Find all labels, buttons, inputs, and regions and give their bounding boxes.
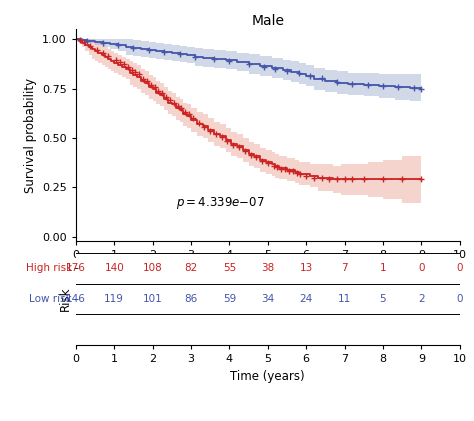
Text: 34: 34 — [261, 294, 274, 304]
Title: Male: Male — [251, 14, 284, 28]
Text: 176: 176 — [66, 263, 86, 273]
Text: 101: 101 — [143, 294, 163, 304]
Text: 119: 119 — [104, 294, 124, 304]
Text: 146: 146 — [66, 294, 86, 304]
Text: 0: 0 — [456, 263, 463, 273]
Text: 11: 11 — [338, 294, 351, 304]
Text: 24: 24 — [300, 294, 313, 304]
Text: 108: 108 — [143, 263, 163, 273]
Text: –: – — [73, 294, 78, 304]
Text: $p = 4.339e\mathit{-}07$: $p = 4.339e\mathit{-}07$ — [176, 195, 264, 210]
Text: –: – — [73, 263, 78, 273]
Text: 0: 0 — [418, 263, 425, 273]
Text: 59: 59 — [223, 294, 236, 304]
Text: 7: 7 — [341, 263, 348, 273]
Text: 55: 55 — [223, 263, 236, 273]
Text: 82: 82 — [184, 263, 198, 273]
Text: 38: 38 — [261, 263, 274, 273]
Y-axis label: Survival probability: Survival probability — [24, 77, 36, 193]
Text: 140: 140 — [104, 263, 124, 273]
X-axis label: Time (years): Time (years) — [230, 370, 305, 383]
Text: 13: 13 — [300, 263, 313, 273]
Text: 2: 2 — [418, 294, 425, 304]
Text: 86: 86 — [184, 294, 198, 304]
Text: 5: 5 — [380, 294, 386, 304]
Y-axis label: Risk: Risk — [59, 287, 72, 311]
Text: 1: 1 — [380, 263, 386, 273]
Text: Low risk: Low risk — [29, 294, 72, 304]
X-axis label: Time(years): Time(years) — [232, 265, 303, 278]
Text: High risk: High risk — [26, 263, 72, 273]
Text: 0: 0 — [456, 294, 463, 304]
